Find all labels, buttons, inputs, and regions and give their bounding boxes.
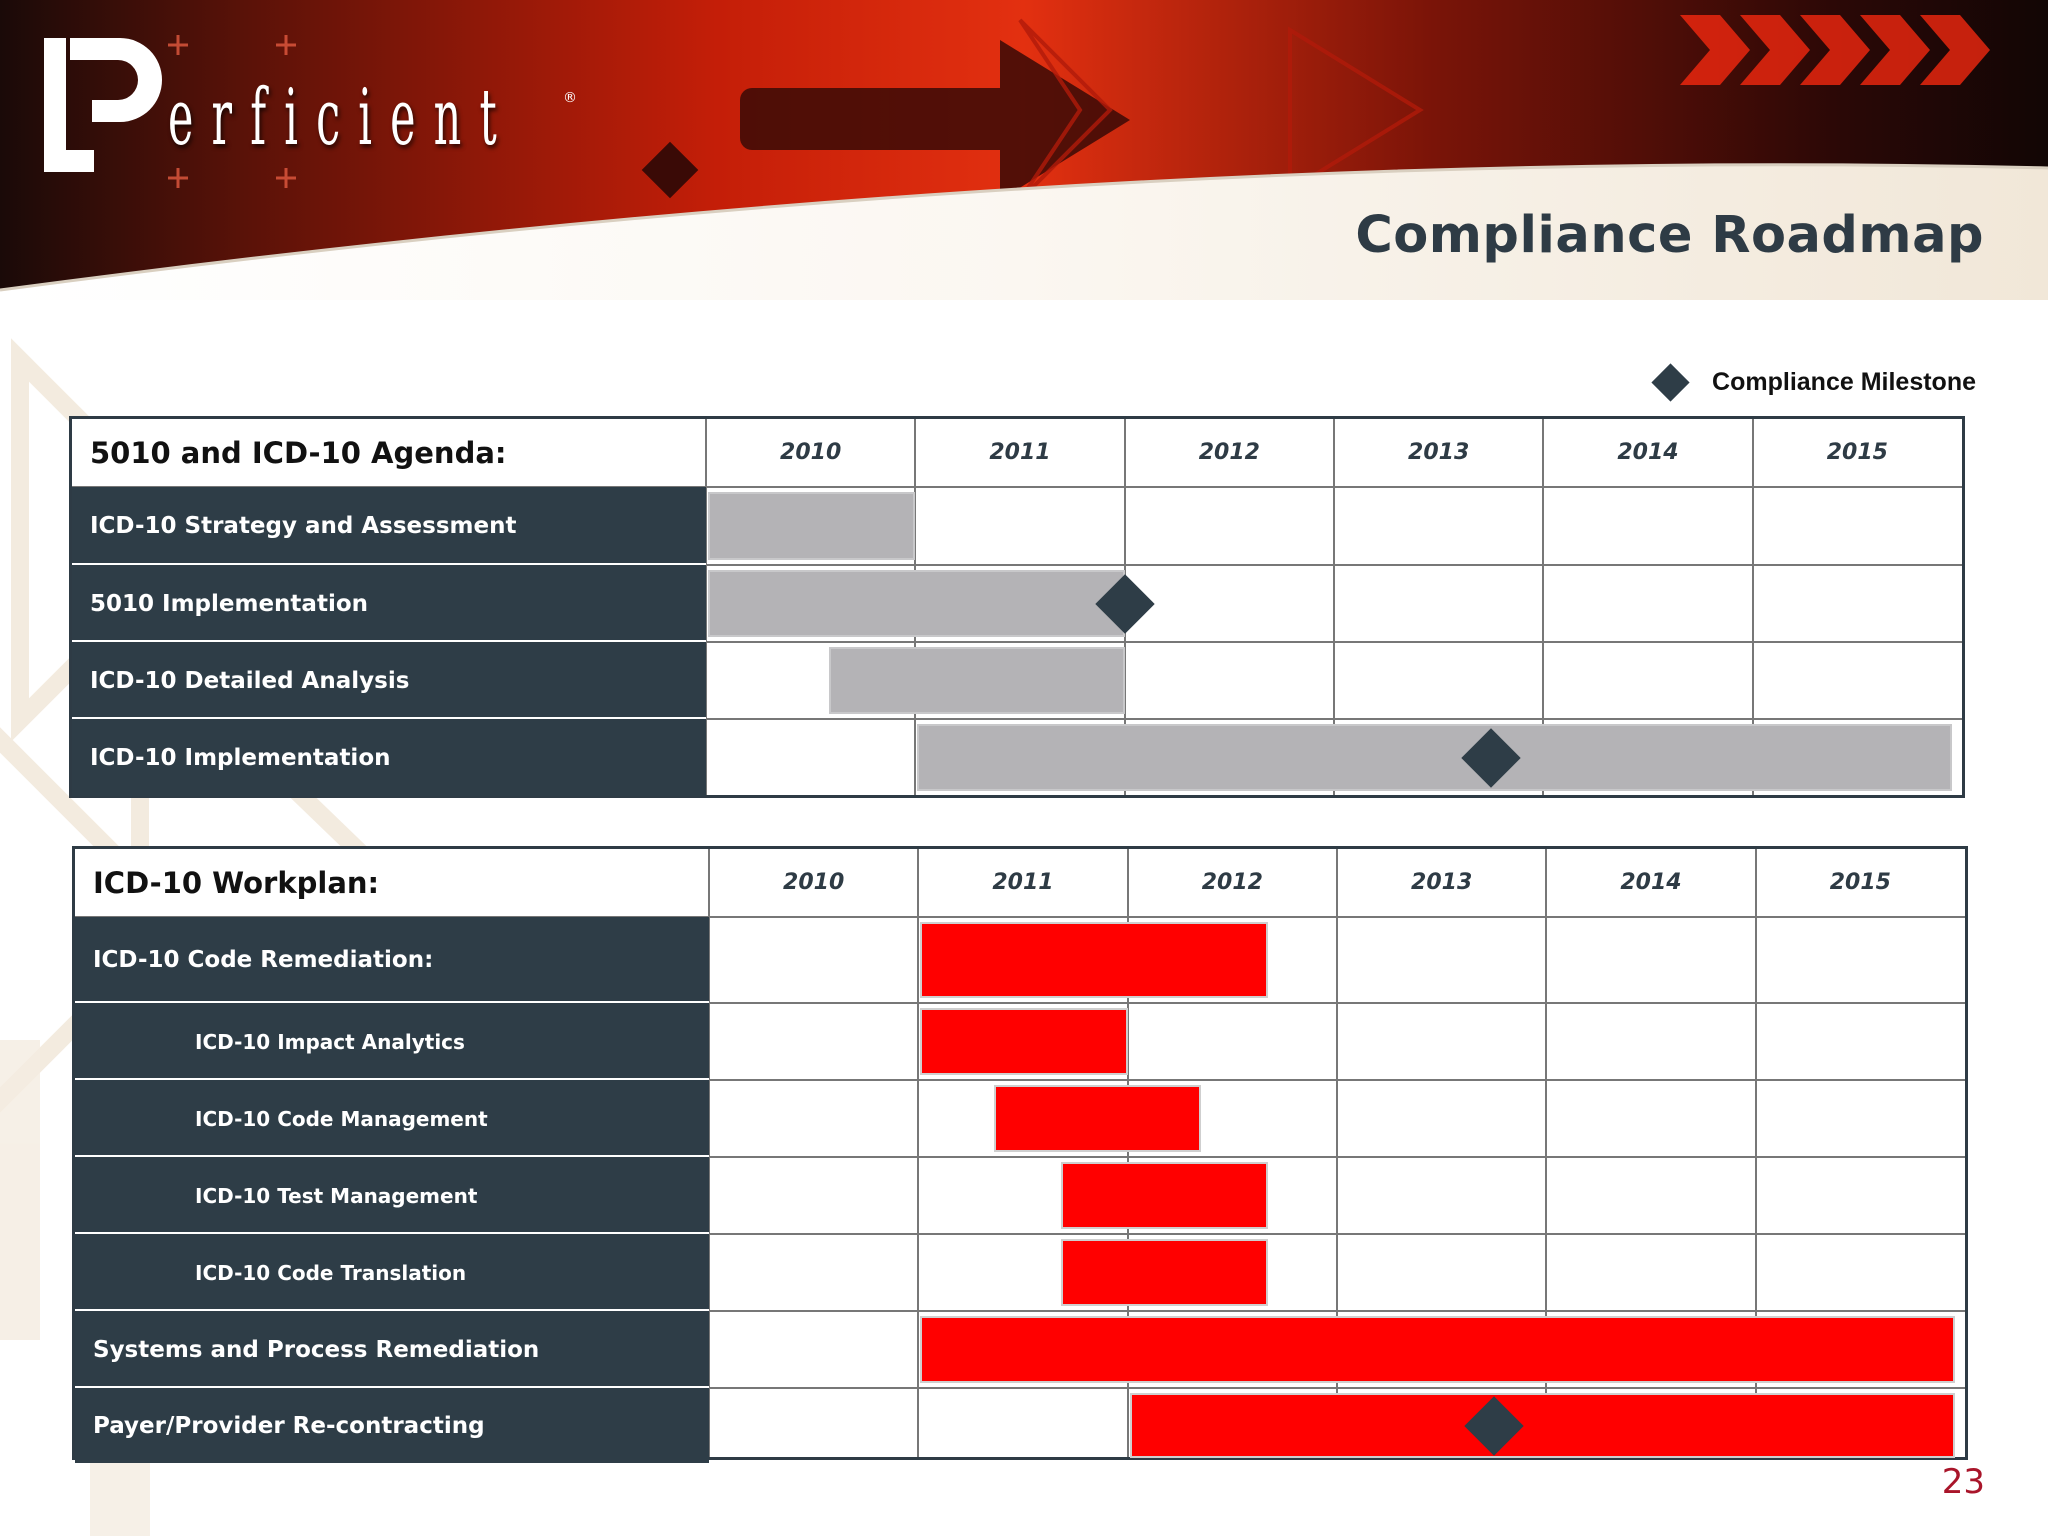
grid-line xyxy=(72,486,1962,488)
grid-line xyxy=(708,849,710,1457)
grid-line xyxy=(706,641,1962,643)
grid-line xyxy=(709,1002,1965,1004)
logo-mark xyxy=(44,38,162,172)
task-bar xyxy=(829,647,1125,714)
task-bar xyxy=(920,1008,1128,1075)
task-label: ICD-10 Code Remediation: xyxy=(75,917,709,1003)
year-label-2013: 2013 xyxy=(1408,440,1470,465)
gantt-workplan: ICD-10 Workplan: 2010 2011 2012 2013 2014 201… xyxy=(72,846,1968,1463)
legend-label: Compliance Milestone xyxy=(1712,367,1976,396)
logo-wordmark: erficient xyxy=(168,73,515,163)
year-label-2014: 2014 xyxy=(1620,870,1682,895)
page-title: Compliance Roadmap xyxy=(1355,206,1984,265)
grid-line xyxy=(706,564,1962,566)
row-separator xyxy=(72,640,706,643)
year-label-2015: 2015 xyxy=(1829,870,1891,895)
grid-line xyxy=(1754,849,1757,1457)
gantt-agenda: 5010 and ICD-10 Agenda: 2010 2011 2012 2013… xyxy=(69,416,1965,798)
task-label: Payer/Provider Re-contracting xyxy=(75,1388,709,1463)
grid-line xyxy=(1126,849,1129,1457)
gantt-header: ICD-10 Workplan: xyxy=(75,849,379,917)
task-bar xyxy=(1129,1393,1955,1458)
row-separator xyxy=(75,1232,709,1235)
task-bar xyxy=(993,1085,1201,1152)
task-label: ICD-10 Impact Analytics xyxy=(75,1003,709,1080)
task-label: ICD-10 Implementation xyxy=(72,719,706,796)
grid-line xyxy=(1336,849,1338,1457)
grid-line xyxy=(1545,849,1548,1457)
grid-line xyxy=(705,419,707,795)
year-label-2011: 2011 xyxy=(989,440,1051,465)
grid-line xyxy=(1751,419,1754,795)
year-label-2010: 2010 xyxy=(780,440,842,465)
year-label-2013: 2013 xyxy=(1411,870,1473,895)
task-label: ICD-10 Detailed Analysis xyxy=(72,642,706,719)
task-label: ICD-10 Code Translation xyxy=(75,1234,709,1311)
task-label: ICD-10 Code Management xyxy=(75,1080,709,1157)
grid-line xyxy=(709,1233,1965,1235)
gantt-title: 5010 and ICD-10 Agenda: xyxy=(90,436,507,470)
task-label: Systems and Process Remediation xyxy=(75,1311,709,1388)
grid-line xyxy=(1542,419,1545,795)
row-separator xyxy=(75,1078,709,1081)
year-label-2014: 2014 xyxy=(1617,440,1679,465)
year-label-2015: 2015 xyxy=(1826,440,1888,465)
year-label-2012: 2012 xyxy=(1201,870,1263,895)
task-label: ICD-10 Strategy and Assessment xyxy=(72,487,706,565)
task-bar xyxy=(920,1316,1955,1383)
year-label-2010: 2010 xyxy=(783,870,845,895)
row-separator xyxy=(72,717,706,720)
logo-registered-mark: ® xyxy=(563,90,577,106)
row-separator xyxy=(75,1309,709,1312)
page-number: 23 xyxy=(1941,1462,1985,1502)
task-bar xyxy=(920,922,1268,998)
grid-line xyxy=(917,849,920,1457)
row-separator xyxy=(75,1386,709,1389)
grid-line xyxy=(706,718,1962,720)
grid-line xyxy=(709,1310,1965,1312)
task-bar xyxy=(1060,1162,1268,1229)
grid-line xyxy=(709,1156,1965,1158)
grid-line xyxy=(1333,419,1335,795)
task-bar xyxy=(917,724,1952,791)
row-separator xyxy=(72,563,706,566)
year-label-2012: 2012 xyxy=(1198,440,1260,465)
task-label: ICD-10 Test Management xyxy=(75,1157,709,1234)
task-bar xyxy=(708,570,1125,637)
diamond-icon xyxy=(1651,362,1690,402)
grid-line xyxy=(75,916,1965,918)
year-label-2011: 2011 xyxy=(992,870,1054,895)
row-separator xyxy=(75,1155,709,1158)
row-separator xyxy=(75,1001,709,1004)
legend: Compliance Milestone xyxy=(1651,362,1976,402)
gantt-header: 5010 and ICD-10 Agenda: xyxy=(72,419,507,487)
grid-line xyxy=(709,1079,1965,1081)
task-bar xyxy=(708,492,916,560)
task-bar xyxy=(1060,1239,1268,1306)
gantt-title: ICD-10 Workplan: xyxy=(93,866,380,900)
grid-line xyxy=(709,1387,1965,1389)
task-label: 5010 Implementation xyxy=(72,565,706,642)
